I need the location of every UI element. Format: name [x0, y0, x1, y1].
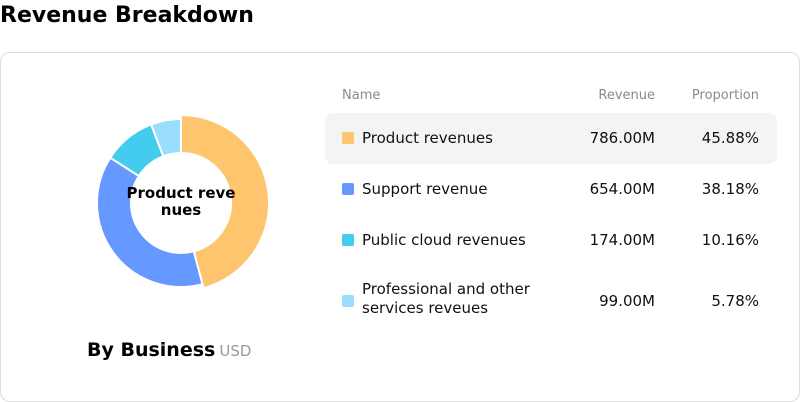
donut-chart: Product revenues — [81, 103, 281, 303]
table-row[interactable]: Professional and other services reveues … — [325, 266, 777, 336]
row-proportion: 10.16% — [701, 231, 759, 249]
row-revenue: 99.00M — [599, 292, 655, 310]
chart-title: By Business USD — [87, 339, 251, 361]
column-header-revenue[interactable]: Revenue — [598, 88, 655, 103]
chart-unit: USD — [219, 342, 252, 360]
donut-center-label: Product revenues — [126, 184, 236, 219]
revenue-card: Product revenues By Business USD Name Rev… — [0, 52, 800, 402]
column-header-name[interactable]: Name — [342, 88, 381, 103]
row-revenue: 786.00M — [589, 129, 655, 147]
row-proportion: 45.88% — [701, 129, 759, 147]
table-row[interactable]: Product revenues 786.00M 45.88% — [325, 113, 777, 164]
row-name: Public cloud revenues — [362, 231, 526, 249]
breakdown-table: Name Revenue Proportion Product revenues… — [325, 83, 777, 336]
row-name: Product revenues — [362, 129, 493, 147]
legend-swatch — [342, 295, 354, 307]
row-proportion: 5.78% — [711, 292, 759, 310]
donut-svg — [96, 113, 270, 290]
chart-title-text: By Business — [87, 339, 216, 361]
row-revenue: 174.00M — [589, 231, 655, 249]
row-revenue: 654.00M — [589, 180, 655, 198]
legend-swatch — [342, 132, 354, 144]
row-name: Support revenue — [362, 180, 488, 198]
donut-slice[interactable] — [96, 156, 204, 288]
donut-slice[interactable] — [149, 117, 182, 158]
column-header-proportion[interactable]: Proportion — [691, 88, 759, 103]
donut-slice[interactable] — [180, 113, 270, 290]
table-header: Name Revenue Proportion — [325, 83, 777, 113]
legend-swatch — [342, 234, 354, 246]
page-title: Revenue Breakdown — [0, 3, 254, 28]
table-row[interactable]: Public cloud revenues 174.00M 10.16% — [325, 215, 777, 266]
table-row[interactable]: Support revenue 654.00M 38.18% — [325, 164, 777, 215]
row-proportion: 38.18% — [701, 180, 759, 198]
legend-swatch — [342, 183, 354, 195]
row-name: Professional and other services reveues — [362, 280, 530, 317]
